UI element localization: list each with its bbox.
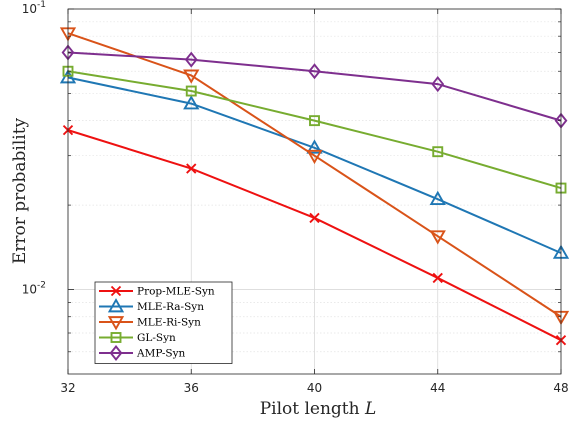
data-point xyxy=(306,139,323,154)
legend-label: MLE-Ri-Syn xyxy=(137,317,201,329)
legend-label: AMP-Syn xyxy=(136,348,185,360)
data-point xyxy=(183,95,200,110)
x-axis-label-variable: L xyxy=(364,399,376,419)
legend-item: GL-Syn xyxy=(99,332,176,344)
data-point xyxy=(431,76,445,93)
y-tick-label: 10-1 xyxy=(22,0,46,16)
data-point xyxy=(432,146,444,158)
data-point xyxy=(183,69,200,84)
data-point xyxy=(429,230,446,245)
legend-label: MLE-Ra-Syn xyxy=(137,301,204,313)
x-tick-label: 44 xyxy=(430,381,445,395)
data-point xyxy=(308,63,321,80)
series-line xyxy=(67,32,562,318)
data-point xyxy=(309,115,320,127)
legend-item: MLE-Ri-Syn xyxy=(99,316,201,331)
legend-item: MLE-Ra-Syn xyxy=(99,298,204,313)
data-point xyxy=(306,149,323,165)
series-layer xyxy=(59,27,570,346)
legend-marker xyxy=(110,285,122,297)
legend-marker xyxy=(107,298,125,313)
data-point xyxy=(309,212,320,224)
x-axis-label: Pilot length L xyxy=(260,399,377,419)
data-point xyxy=(184,51,198,68)
y-axis-label: Error probability xyxy=(10,117,30,264)
data-point xyxy=(185,85,197,97)
legend-item: Prop-MLE-Syn xyxy=(99,286,215,298)
x-axis-label-text: Pilot length xyxy=(260,399,360,419)
legend-marker xyxy=(107,316,125,331)
data-point xyxy=(429,190,446,205)
series-4 xyxy=(61,44,568,129)
legend: Prop-MLE-Syn MLE-Ra-Syn MLE-Ri-Syn GL-Syn AM… xyxy=(94,281,233,364)
series-line xyxy=(67,76,562,254)
x-tick-label: 36 xyxy=(184,381,199,395)
data-point xyxy=(432,272,443,284)
ticks: 32 36 40 44 48 10-1 10-2 xyxy=(22,0,569,395)
y-tick-label: 10-2 xyxy=(22,281,46,297)
x-tick-label: 32 xyxy=(60,381,75,395)
x-tick-label: 48 xyxy=(553,381,568,395)
x-tick-label: 40 xyxy=(307,381,322,395)
legend-label: GL-Syn xyxy=(137,332,176,344)
legend-marker xyxy=(109,344,123,362)
legend-item: AMP-Syn xyxy=(99,344,185,362)
legend-label: Prop-MLE-Syn xyxy=(137,286,215,298)
series-line xyxy=(67,70,562,190)
legend-marker xyxy=(110,332,122,343)
series-line xyxy=(67,51,562,122)
data-point xyxy=(186,163,197,174)
